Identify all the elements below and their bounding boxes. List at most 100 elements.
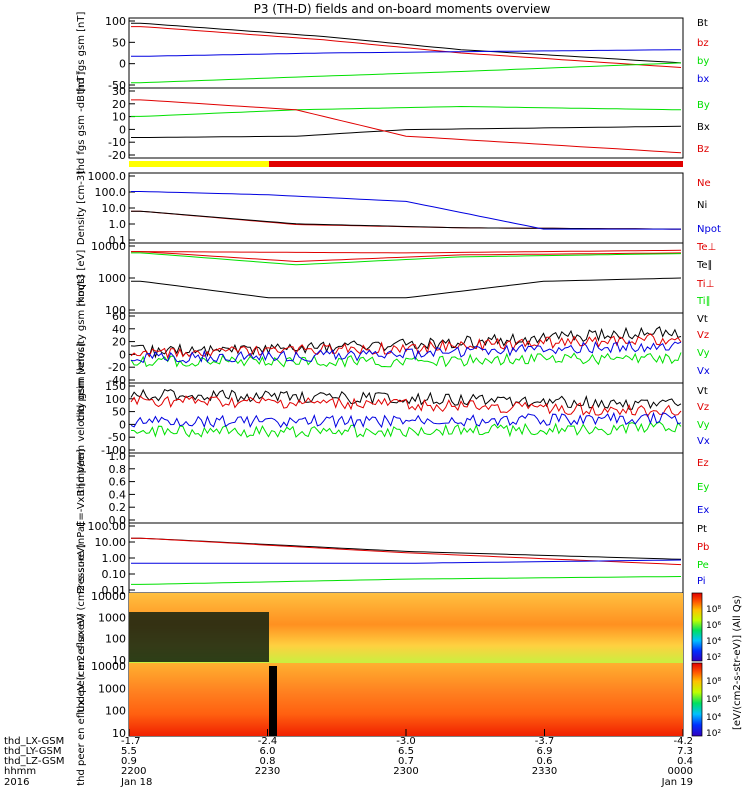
y-tick-label: 10000	[91, 590, 126, 603]
y-tick-label: -20	[108, 149, 126, 162]
legend-entry: Ey	[697, 482, 709, 493]
y-tick-label: 0.6	[109, 476, 127, 489]
colorbar-top	[691, 592, 703, 662]
y-tick-label: 10	[112, 727, 126, 740]
y-tick-label: 10000	[91, 240, 126, 253]
y-tick-label: 0	[119, 348, 126, 361]
peer-spectrogram-image	[129, 663, 683, 736]
panel-pressure: 100.00 10.00 1.00 0.10 0.01 Pressure [nPa] Pt P…	[76, 520, 709, 597]
legend-entry: Vy	[697, 348, 710, 359]
y-axis-label: thd peem velocity gsm [km/s]	[76, 343, 87, 493]
colorbar-tick: 10²	[706, 653, 721, 663]
y-tick-label: 100	[105, 633, 126, 646]
legend-entry: Pe	[697, 560, 709, 571]
series-line-Vz	[130, 333, 682, 360]
legend-entry: Ez	[697, 458, 709, 469]
x-tick-label: -3.7	[535, 736, 555, 747]
legend-entry: by	[697, 56, 709, 67]
y-tick-label: 50	[112, 36, 126, 49]
colorbar-tick: 10⁸	[706, 677, 721, 687]
colorbar-ticks-bottom: 10⁸ 10⁶ 10⁴ 10²	[706, 677, 721, 739]
panel-frame	[128, 522, 684, 594]
y-tick-label: 100	[105, 705, 126, 718]
legend-entry: Te∥	[696, 260, 713, 271]
legend-entry: Ni	[697, 200, 707, 211]
status-bar-yellow	[129, 161, 269, 167]
x-tick-label: 2200	[121, 766, 146, 777]
peer-spectrogram-gap	[269, 666, 277, 736]
series-line-Te⊥	[131, 249, 682, 254]
series-line-Bz	[131, 99, 682, 154]
x-tick-label: 0.7	[398, 756, 414, 767]
x-tick-label: 6.5	[398, 746, 414, 757]
y-tick-label: 0.0	[109, 514, 127, 527]
x-tick-label: 6.0	[260, 746, 276, 757]
y-tick-label: 1.0	[109, 218, 127, 231]
legend-entry: Ne	[697, 178, 711, 189]
x-tick-label: 2330	[532, 766, 557, 777]
series-line-bx	[131, 49, 682, 57]
y-tick-label: 0.1	[109, 234, 127, 247]
x-row-label: thd_LX-GSM	[4, 736, 64, 747]
legend-entry: Bz	[697, 144, 709, 155]
x-row-label: thd_LY-GSM	[4, 746, 61, 757]
x-tick-label: -4.2	[673, 736, 693, 747]
y-axis-label: Density [cm-3]	[76, 171, 87, 245]
legend-entry: By	[697, 100, 710, 111]
legend-entry: Vz	[697, 330, 709, 341]
legend-entry: Bx	[697, 122, 710, 133]
y-tick-label: 10.0	[102, 202, 127, 215]
x-tick-label: 0.4	[677, 756, 693, 767]
legend-entry: Vt	[697, 314, 708, 325]
colorbar-bottom	[691, 662, 703, 737]
series-line-Npot	[131, 191, 681, 230]
legend-entry: Vt	[697, 386, 708, 397]
panel-efield: 1.00.80.60.40.20.0 E=-VxB [mV/m] Ez Ey Ex	[76, 449, 709, 527]
x-tick-label: 5.5	[121, 746, 137, 757]
panel-temperature: 10000 1000 100 moqt3 [eV] Te⊥ Te∥ Ti⊥ Ti∥	[76, 240, 716, 317]
series-line-Te∥	[131, 277, 682, 299]
y-axis-label: thd peer en eflux eV (cm2-s-sr-eV)	[76, 613, 87, 786]
x-tick-label: -2.4	[258, 736, 278, 747]
y-tick-label: -40	[108, 374, 126, 387]
y-axis-label: thd fgs gsm [nT]	[76, 12, 87, 95]
y-tick-label: 10000	[91, 660, 126, 673]
y-tick-label: -50	[108, 431, 126, 444]
legend-entry: bz	[697, 38, 709, 49]
colorbar-tick: 10⁴	[706, 637, 721, 647]
panel-frame	[128, 172, 684, 244]
colorbar-tick: 10⁶	[706, 621, 721, 631]
legend-entry: Vx	[697, 436, 710, 447]
y-tick-label: 20	[112, 336, 126, 349]
legend-entry: Ti∥	[696, 296, 711, 307]
panel-density: 1000.0 100.0 10.0 1.0 0.1 Density [cm-3] Ne Ni N…	[76, 170, 721, 247]
y-tick-label: 100	[105, 393, 126, 406]
legend-entry: Vy	[697, 420, 710, 431]
y-tick-label: 1.00	[102, 552, 127, 565]
x-tick-label: -1.7	[121, 736, 141, 747]
series-line-bz	[131, 26, 682, 68]
x-tick-label: 2300	[393, 766, 418, 777]
y-tick-label: 100.00	[88, 520, 127, 533]
y-tick-label: 1000	[98, 272, 126, 285]
series-line-Bx	[131, 125, 682, 138]
legend-entry: Pt	[697, 524, 707, 535]
series-line-By	[131, 105, 682, 117]
y-tick-label: 100	[105, 15, 126, 28]
x-row-label: hhmm	[4, 766, 36, 777]
colorbar-tick: 10⁴	[706, 713, 721, 723]
series-line-Vy	[130, 352, 682, 368]
panel-frame	[128, 452, 684, 524]
y-tick-label: 10	[112, 111, 126, 124]
y-tick-label: 150	[105, 380, 126, 393]
series-line-Bt	[131, 22, 682, 64]
legend-entry: Npot	[697, 224, 721, 235]
x-tick-label: 0.9	[121, 756, 137, 767]
colorbar-tick: 10⁸	[706, 605, 721, 615]
status-bar-red	[269, 161, 683, 167]
colorbar-tick: 10²	[706, 729, 721, 739]
x-tick-label: Jan 19	[661, 777, 693, 788]
